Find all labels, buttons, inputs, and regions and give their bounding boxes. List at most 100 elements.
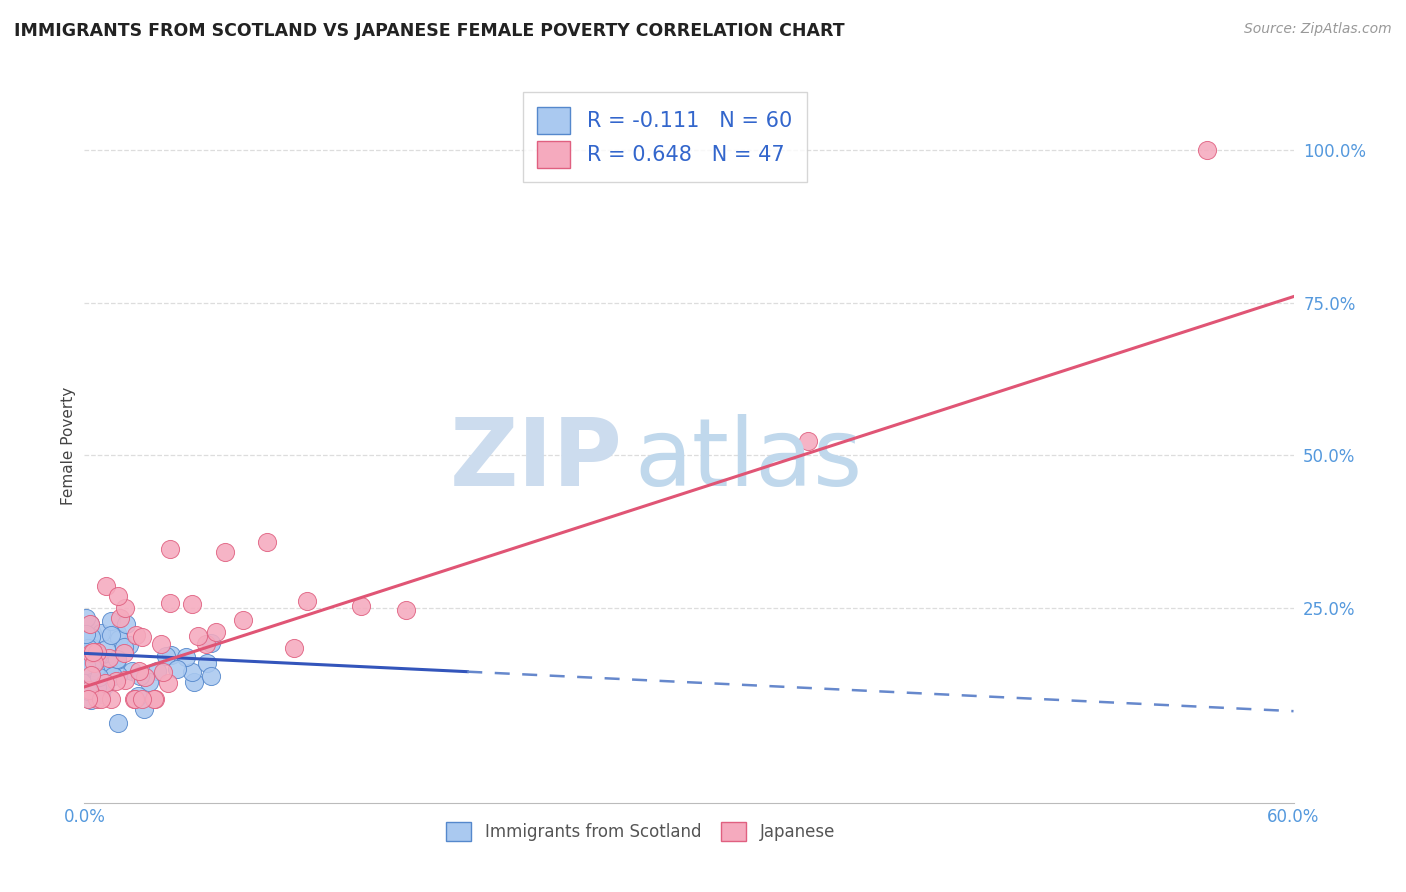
Point (77, 682, 100, 697)
Legend: Immigrants from Scotland, Japanese: Immigrants from Scotland, Japanese (440, 815, 842, 848)
Point (80, 641, 103, 656)
Point (76, 684, 98, 698)
Point (86, 680, 108, 694)
Point (100, 614, 122, 628)
Point (79, 617, 101, 632)
Point (80, 626, 103, 640)
Point (131, 630, 153, 644)
Point (183, 675, 205, 690)
Point (76, 641, 98, 656)
Point (112, 646, 135, 660)
Point (1195, 143, 1218, 157)
Point (107, 715, 129, 730)
Point (80, 630, 103, 644)
Point (105, 674, 128, 689)
Point (146, 665, 169, 679)
Point (107, 652, 129, 666)
Point (187, 629, 209, 643)
Point (181, 665, 204, 679)
Point (194, 637, 217, 651)
Point (75, 624, 97, 639)
Point (75, 627, 97, 641)
Point (87, 648, 110, 662)
Point (129, 669, 152, 683)
Point (121, 665, 143, 679)
Point (174, 649, 197, 664)
Point (159, 596, 181, 610)
Y-axis label: Female Poverty: Female Poverty (60, 387, 76, 505)
Point (283, 641, 305, 656)
Text: ZIP: ZIP (450, 414, 623, 507)
Point (108, 610, 131, 624)
Point (94, 664, 117, 678)
Point (105, 653, 128, 667)
Point (75, 657, 97, 672)
Point (82, 660, 104, 674)
Point (83, 657, 105, 671)
Point (90, 626, 112, 640)
Point (94, 678, 117, 692)
Point (205, 624, 228, 639)
Point (84, 663, 107, 677)
Point (157, 675, 180, 690)
Point (166, 662, 188, 676)
Point (76, 648, 98, 662)
Point (395, 603, 418, 617)
Point (159, 542, 181, 557)
Point (93, 675, 115, 690)
Point (87, 670, 110, 684)
Point (75, 611, 97, 625)
Point (82, 645, 104, 659)
Point (160, 648, 183, 662)
Point (107, 668, 129, 682)
Point (76, 692, 98, 706)
Point (155, 649, 177, 664)
Point (128, 665, 150, 679)
Point (200, 668, 222, 682)
Point (77, 669, 100, 683)
Point (107, 626, 129, 640)
Point (79, 641, 101, 656)
Point (134, 670, 156, 684)
Text: atlas: atlas (634, 414, 863, 507)
Point (86, 656, 108, 670)
Point (79, 693, 101, 707)
Point (797, 434, 820, 449)
Point (200, 636, 222, 650)
Text: IMMIGRANTS FROM SCOTLAND VS JAPANESE FEMALE POVERTY CORRELATION CHART: IMMIGRANTS FROM SCOTLAND VS JAPANESE FEM… (14, 22, 845, 40)
Point (256, 535, 278, 549)
Point (127, 690, 149, 704)
Point (214, 545, 236, 559)
Text: Source: ZipAtlas.com: Source: ZipAtlas.com (1244, 22, 1392, 37)
Point (124, 692, 146, 706)
Point (100, 692, 122, 706)
Point (152, 665, 174, 680)
Point (80, 668, 103, 682)
Point (90, 692, 112, 706)
Point (82, 641, 104, 656)
Point (134, 702, 156, 716)
Point (96, 642, 118, 657)
Point (100, 656, 122, 670)
Point (232, 613, 254, 627)
Point (79, 616, 101, 631)
Point (181, 597, 204, 611)
Point (115, 616, 138, 631)
Point (100, 628, 122, 642)
Point (125, 628, 148, 642)
Point (122, 692, 145, 706)
Point (98, 664, 121, 678)
Point (86, 645, 108, 659)
Point (150, 637, 173, 651)
Point (79, 646, 101, 660)
Point (114, 600, 136, 615)
Point (77, 640, 100, 655)
Point (90, 687, 112, 701)
Point (98, 651, 121, 665)
Point (195, 657, 218, 671)
Point (107, 589, 129, 603)
Point (350, 599, 373, 613)
Point (107, 632, 129, 647)
Point (86, 662, 108, 676)
Point (112, 640, 135, 654)
